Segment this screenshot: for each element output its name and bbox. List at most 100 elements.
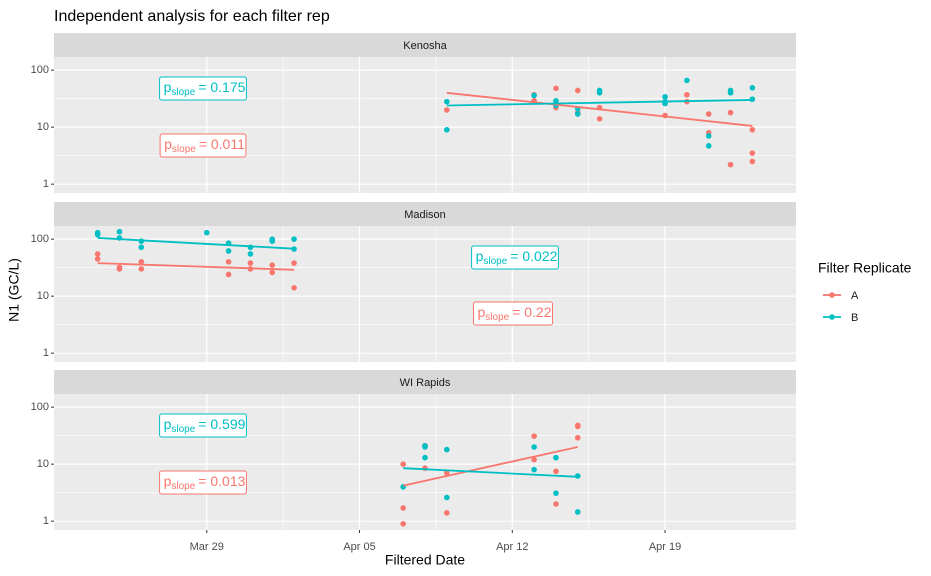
point xyxy=(684,91,690,98)
point xyxy=(444,494,450,501)
point xyxy=(116,228,123,235)
annotation: pslope = 0.022 xyxy=(471,245,559,270)
point xyxy=(553,468,559,475)
annotation-value: = 0.175 xyxy=(198,79,245,95)
fit-line xyxy=(403,467,578,478)
annotation-symbol: p xyxy=(164,416,172,432)
point xyxy=(574,509,581,515)
legend-key-point xyxy=(829,314,835,320)
legend-key-point xyxy=(829,292,835,298)
annotation-symbol: p xyxy=(164,79,172,95)
point xyxy=(749,150,756,156)
strip xyxy=(54,370,796,394)
annotation-box xyxy=(159,133,247,158)
strip xyxy=(54,202,796,226)
y-tick-label: 1 xyxy=(43,347,49,359)
point xyxy=(705,111,712,117)
point xyxy=(531,466,537,473)
panel xyxy=(54,226,796,362)
annotation-symbol: p xyxy=(164,473,172,489)
annotation: pslope = 0.013 xyxy=(159,470,247,495)
annotation-box xyxy=(472,301,554,326)
x-tick-label: Apr 19 xyxy=(649,541,681,553)
point xyxy=(553,454,559,461)
point xyxy=(727,87,734,94)
point xyxy=(574,423,581,430)
point xyxy=(422,454,428,461)
annotation-text: pslope = 0.22 xyxy=(477,304,551,323)
point xyxy=(444,98,450,105)
point xyxy=(400,505,406,511)
annotation-value: = 0.022 xyxy=(510,248,557,264)
point xyxy=(203,229,210,236)
point xyxy=(749,126,756,133)
annotation-text: pslope = 0.011 xyxy=(164,136,245,155)
point xyxy=(247,260,254,266)
point xyxy=(749,85,756,91)
annotation-subscript: slope xyxy=(171,481,195,492)
point xyxy=(225,248,232,254)
annotation-value: = 0.013 xyxy=(198,473,245,489)
point xyxy=(269,238,276,245)
point xyxy=(727,161,734,168)
x-axis-label: Filtered Date xyxy=(385,552,465,568)
point xyxy=(94,229,101,236)
point xyxy=(553,490,559,496)
annotation-subscript: slope xyxy=(171,87,195,98)
point xyxy=(596,116,603,122)
annotation: pslope = 0.011 xyxy=(159,133,247,158)
point xyxy=(553,501,559,507)
point xyxy=(269,262,276,268)
annotation-subscript: slope xyxy=(172,144,196,155)
y-tick-label: 10 xyxy=(37,458,49,470)
annotation-symbol: p xyxy=(477,304,485,320)
point xyxy=(553,85,559,92)
x-tick-label: Apr 05 xyxy=(343,541,375,553)
y-axis-label: N1 (GC/L) xyxy=(6,258,22,322)
legend-label: B xyxy=(851,312,858,324)
annotation-symbol: p xyxy=(164,136,172,152)
y-tick-label: 100 xyxy=(31,401,49,413)
annotation-text: pslope = 0.022 xyxy=(476,248,558,267)
point xyxy=(444,470,450,476)
point xyxy=(247,251,254,257)
y-tick-label: 1 xyxy=(43,515,49,527)
x-tick-label: Apr 12 xyxy=(496,541,528,553)
point xyxy=(291,260,297,266)
point xyxy=(269,269,276,276)
legend-label: A xyxy=(851,290,859,302)
point xyxy=(596,90,603,96)
annotation-box xyxy=(159,76,247,101)
point xyxy=(531,444,537,450)
point xyxy=(225,259,232,265)
annotation-symbol: p xyxy=(476,248,484,264)
point xyxy=(444,510,450,516)
point xyxy=(574,111,581,117)
point xyxy=(727,109,734,116)
point xyxy=(291,236,297,242)
point xyxy=(422,442,428,449)
y-tick-label: 10 xyxy=(37,290,49,302)
point xyxy=(138,259,145,265)
annotation-value: = 0.22 xyxy=(512,304,552,320)
y-tick-label: 100 xyxy=(31,64,49,76)
point xyxy=(553,97,559,104)
annotation-subscript: slope xyxy=(171,424,195,435)
y-tick-label: 100 xyxy=(31,233,49,245)
fit-line xyxy=(97,237,295,250)
annotation-text: pslope = 0.013 xyxy=(164,473,246,492)
annotation-text: pslope = 0.599 xyxy=(164,416,246,435)
point xyxy=(444,446,450,453)
y-tick-label: 1 xyxy=(43,178,49,190)
annotation: pslope = 0.175 xyxy=(159,76,247,101)
point xyxy=(574,434,581,441)
annotation: pslope = 0.599 xyxy=(159,413,247,438)
point xyxy=(444,107,450,113)
point xyxy=(138,244,145,251)
y-tick-label: 10 xyxy=(37,121,49,133)
point xyxy=(705,133,712,139)
point xyxy=(225,271,232,278)
point xyxy=(116,264,123,271)
point xyxy=(705,143,712,149)
point xyxy=(400,520,406,527)
